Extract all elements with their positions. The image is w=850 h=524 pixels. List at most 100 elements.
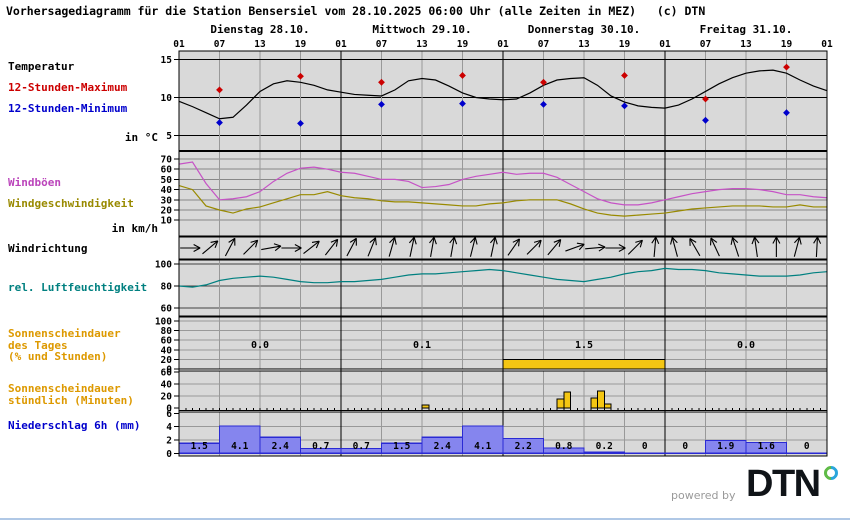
svg-text:19: 19 (619, 39, 631, 50)
wind-arrow-icon (346, 237, 357, 257)
wind-arrow-icon (202, 240, 219, 255)
svg-text:0.7: 0.7 (312, 441, 329, 452)
wind-arrow-icon (303, 240, 320, 254)
wind-arrow-icon (751, 236, 760, 257)
wind-arrow-icon (547, 239, 562, 256)
svg-text:13: 13 (578, 39, 590, 50)
wind-unit-label: in km/h (111, 222, 158, 235)
svg-text:1.6: 1.6 (758, 441, 775, 452)
wind-arrow-icon (281, 244, 302, 252)
sunshine-hourly-bar (556, 398, 565, 409)
bottom-divider (0, 518, 850, 520)
marker-12-Stunden-Minimum (783, 109, 790, 117)
winddir-label: Windrichtung (8, 242, 88, 255)
marker-12-Stunden-Maximum (621, 72, 628, 79)
svg-text:13: 13 (254, 39, 266, 50)
svg-text:20: 20 (161, 392, 173, 403)
max12-label: 12-Stunden-Maximum (8, 81, 128, 94)
marker-12-Stunden-Minimum (540, 100, 547, 108)
svg-text:60: 60 (161, 336, 173, 347)
svg-text:07: 07 (214, 39, 225, 50)
svg-text:0: 0 (166, 365, 172, 376)
svg-text:01: 01 (497, 39, 509, 50)
panel-humidity (178, 259, 828, 317)
wind-arrow-icon (243, 239, 259, 255)
sunshine-hourly-bar (421, 404, 430, 409)
series-Temperatur (178, 69, 828, 120)
temperature-label: Temperatur (8, 60, 75, 73)
svg-text:0: 0 (804, 441, 810, 452)
wind-arrow-icon (469, 236, 478, 257)
series-Windgeschwindigkeit (178, 184, 827, 217)
svg-text:19: 19 (457, 39, 469, 50)
wind-arrow-icon (449, 236, 458, 257)
precip-bar (583, 451, 626, 454)
svg-text:07: 07 (538, 39, 549, 50)
svg-text:4.1: 4.1 (231, 441, 248, 452)
svg-text:19: 19 (781, 39, 793, 50)
svg-text:Donnerstag 30.10.: Donnerstag 30.10. (528, 23, 641, 36)
wind-arrow-icon (793, 236, 802, 257)
svg-text:60: 60 (161, 165, 173, 176)
marker-12-Stunden-Maximum (297, 72, 304, 80)
sunshine-hourly-bar (590, 397, 598, 409)
svg-text:01: 01 (173, 39, 185, 50)
svg-text:Mittwoch 29.10.: Mittwoch 29.10. (372, 23, 471, 36)
svg-text:60: 60 (161, 368, 173, 379)
svg-text:0: 0 (682, 441, 688, 452)
min12-label: 12-Stunden-Minimum (8, 102, 128, 115)
svg-text:0.7: 0.7 (353, 441, 370, 452)
svg-text:20: 20 (161, 206, 173, 217)
panel-winddir (178, 236, 828, 260)
svg-text:Freitag 31.10.: Freitag 31.10. (700, 23, 793, 36)
svg-text:07: 07 (700, 39, 711, 50)
wind-arrow-icon (670, 236, 678, 257)
series-rel. Luftfeuchtigkeit (178, 267, 828, 288)
sunshine-hourly-bar (563, 391, 571, 409)
svg-text:1.5: 1.5 (575, 340, 593, 351)
svg-text:0.2: 0.2 (596, 441, 613, 452)
dtn-logo: DTN (746, 463, 821, 505)
series-Windböen (178, 161, 828, 206)
precip-bar (218, 425, 261, 454)
wind-arrow-icon (388, 237, 397, 257)
svg-text:10: 10 (161, 216, 173, 227)
svg-text:2: 2 (166, 435, 172, 446)
precip-bar (502, 438, 545, 454)
marker-12-Stunden-Maximum (216, 86, 223, 94)
marker-12-Stunden-Minimum (297, 119, 304, 127)
humidity-label: rel. Luftfeuchtigkeit (8, 281, 148, 294)
sun-hourly-label: Sonnenscheindauer stündlich (Minuten) (8, 382, 134, 407)
svg-text:2.2: 2.2 (515, 441, 532, 452)
wind-arrow-icon (224, 237, 236, 257)
precip-bar (745, 442, 788, 454)
svg-text:80: 80 (161, 326, 173, 337)
svg-text:0.1: 0.1 (413, 340, 431, 351)
svg-text:01: 01 (335, 39, 347, 50)
wind-arrow-icon (710, 237, 720, 257)
svg-text:2.4: 2.4 (272, 441, 289, 452)
svg-text:80: 80 (161, 282, 173, 293)
wind-arrow-icon (429, 236, 437, 257)
panel-temperature (178, 59, 828, 151)
marker-12-Stunden-Maximum (378, 78, 385, 86)
panel-precipitation (178, 411, 828, 457)
svg-text:6: 6 (166, 409, 172, 420)
wind-arrow-icon (261, 243, 282, 252)
marker-12-Stunden-Minimum (621, 102, 628, 110)
svg-text:15: 15 (161, 55, 173, 66)
wind-arrow-icon (565, 242, 585, 252)
svg-text:100: 100 (155, 317, 172, 328)
wind-arrow-icon (324, 238, 339, 256)
svg-text:100: 100 (155, 260, 172, 271)
svg-text:20: 20 (161, 355, 173, 366)
svg-text:2.4: 2.4 (434, 441, 451, 452)
svg-text:60: 60 (161, 304, 173, 315)
svg-text:5: 5 (166, 131, 172, 142)
panel-sunshine_hourly (178, 370, 828, 411)
svg-text:50: 50 (161, 175, 173, 186)
svg-text:40: 40 (161, 345, 173, 356)
marker-12-Stunden-Minimum (702, 116, 709, 124)
wind-arrow-icon (526, 239, 542, 255)
